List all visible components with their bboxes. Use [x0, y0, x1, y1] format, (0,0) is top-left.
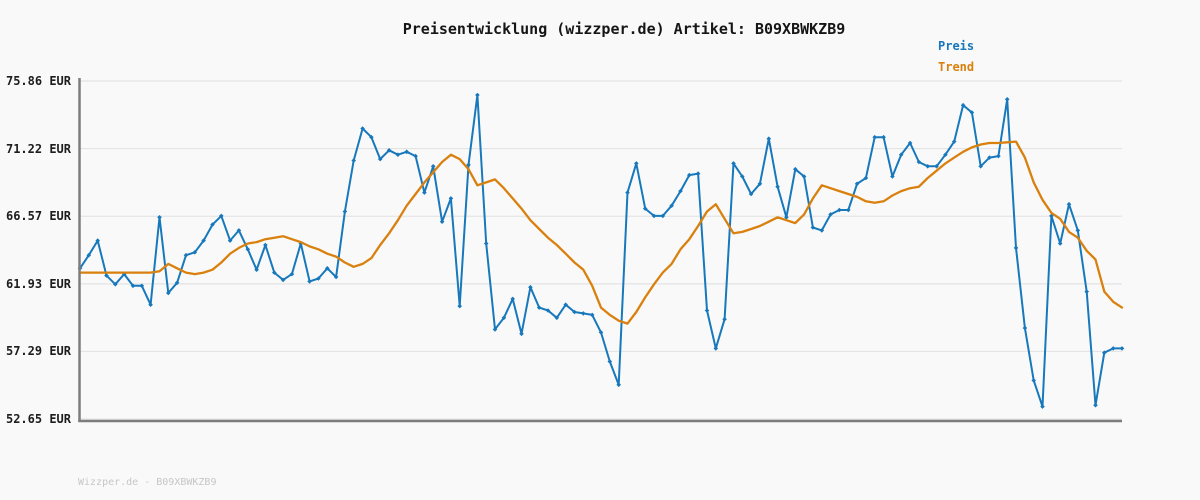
y-axis-tick-label: 66.57 EUR: [5, 209, 71, 223]
watermark-text: Wizzper.de - B09XBWKZB9: [78, 477, 217, 488]
legend-item-trend: Trend: [938, 60, 975, 74]
chart-title: Preisentwicklung (wizzper.de) Artikel: B…: [402, 20, 846, 38]
y-axis-tick-label: 57.29 EUR: [5, 344, 71, 358]
trend-line: [78, 140, 1124, 325]
y-axis-tick-label: 75.86 EUR: [5, 74, 71, 88]
y-axis-tick-label: 71.22 EUR: [5, 142, 71, 156]
legend-item-preis: Preis: [938, 39, 975, 53]
y-axis-tick-label: 52.65 EUR: [5, 412, 71, 426]
y-axis-tick-label: 61.93 EUR: [5, 277, 71, 291]
